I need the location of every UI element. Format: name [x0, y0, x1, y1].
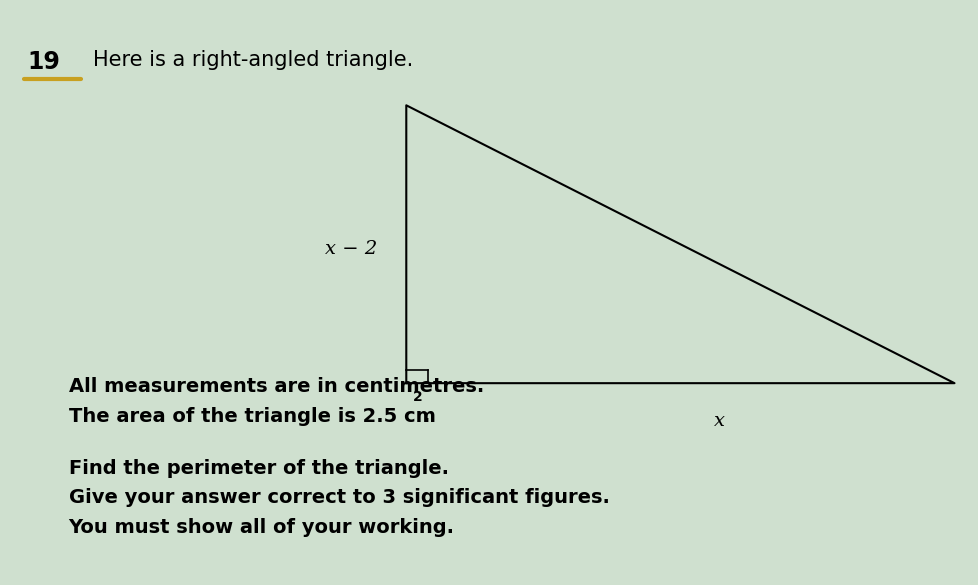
Text: The area of the triangle is 2.5 cm: The area of the triangle is 2.5 cm	[68, 407, 435, 425]
Text: 2: 2	[413, 390, 422, 404]
Text: You must show all of your working.: You must show all of your working.	[68, 518, 454, 536]
Text: Here is a right-angled triangle.: Here is a right-angled triangle.	[93, 50, 413, 70]
Text: Find the perimeter of the triangle.: Find the perimeter of the triangle.	[68, 459, 448, 478]
Text: All measurements are in centimetres.: All measurements are in centimetres.	[68, 377, 483, 396]
Text: Give your answer correct to 3 significant figures.: Give your answer correct to 3 significan…	[68, 488, 608, 507]
Text: 19: 19	[27, 50, 61, 74]
Text: .: .	[422, 407, 430, 425]
Text: x: x	[713, 412, 725, 431]
Text: x − 2: x − 2	[325, 240, 377, 257]
